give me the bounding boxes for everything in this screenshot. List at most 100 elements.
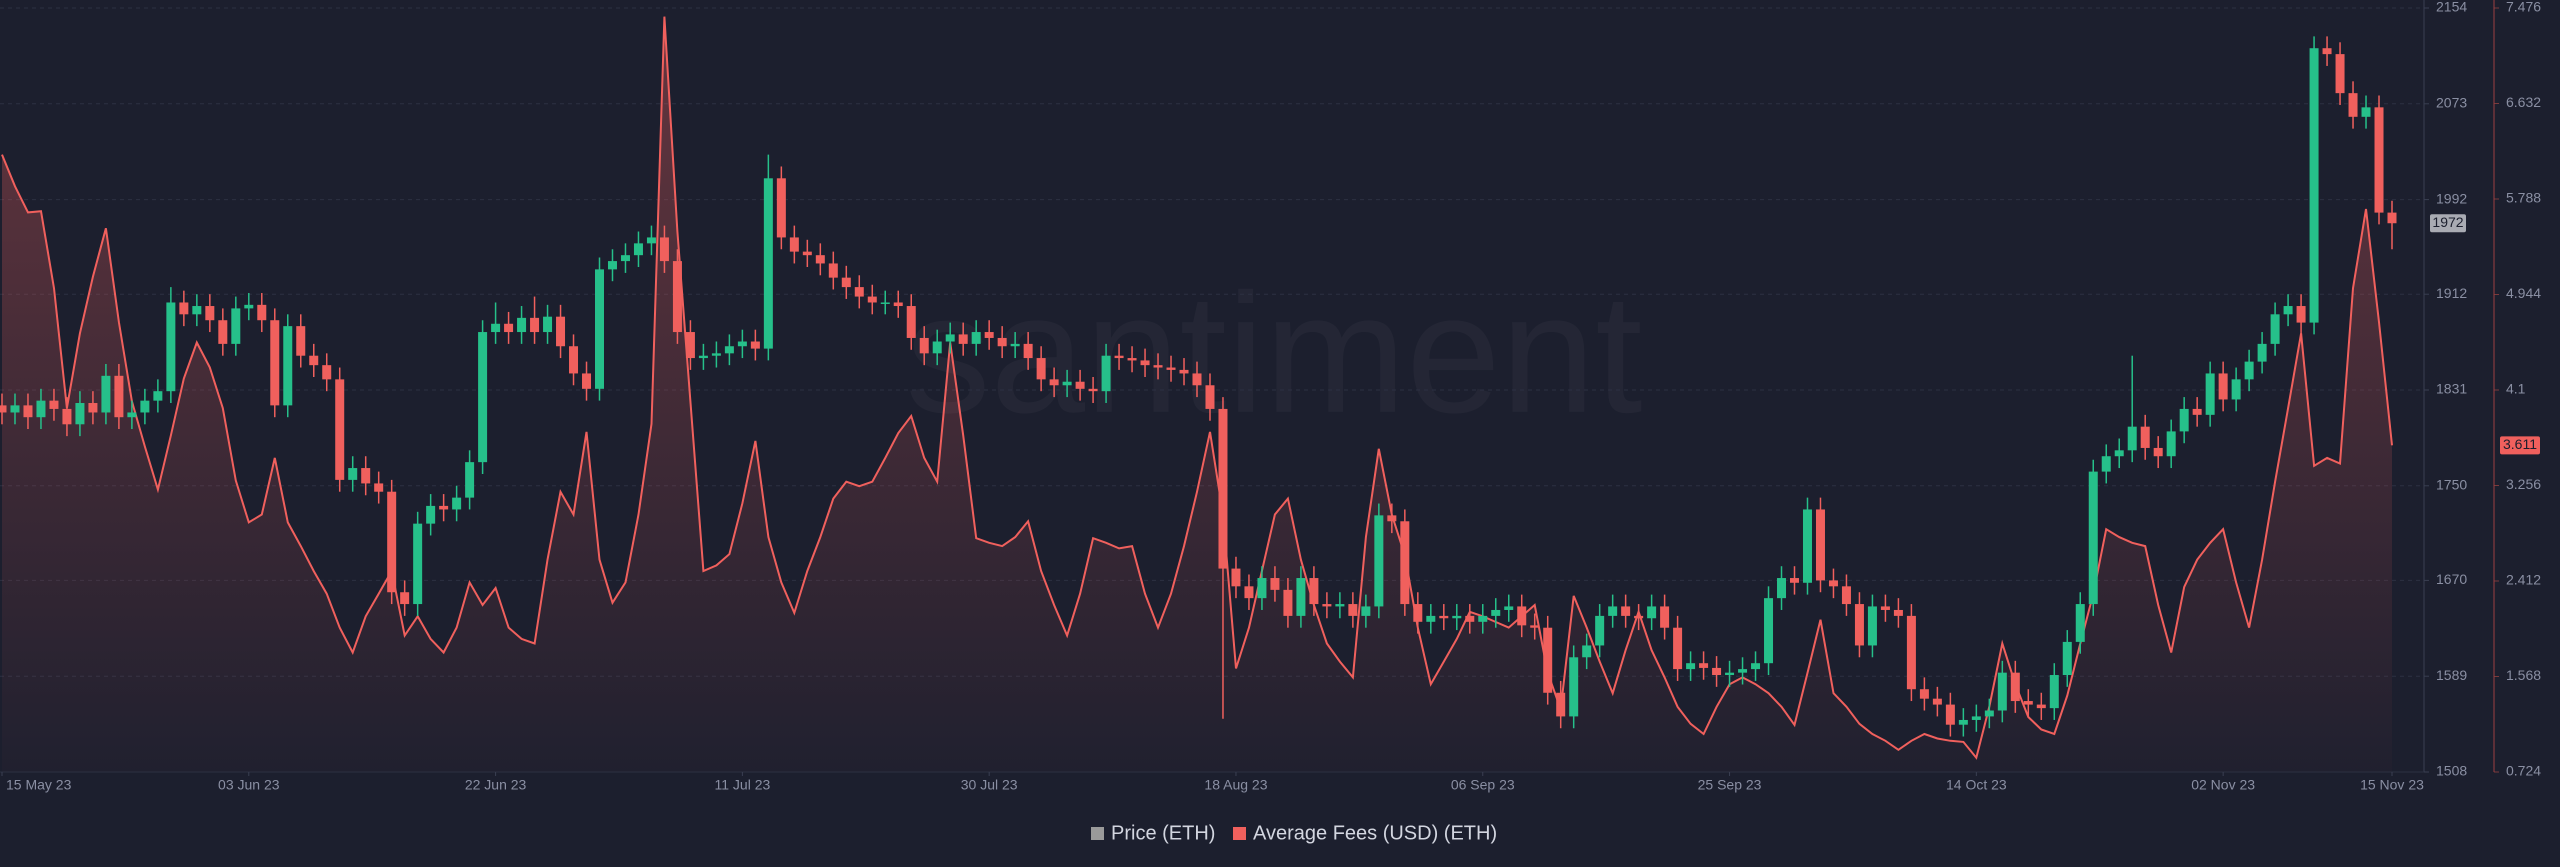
candle-body bbox=[1270, 578, 1280, 590]
candle-body bbox=[1764, 598, 1774, 664]
candle-body bbox=[2374, 107, 2384, 213]
candle-body bbox=[841, 277, 851, 288]
candle-body bbox=[828, 263, 838, 278]
candle-body bbox=[2140, 426, 2150, 448]
candle-body bbox=[1725, 672, 1735, 676]
candle-body bbox=[75, 403, 85, 425]
candle-body bbox=[1504, 606, 1514, 610]
x-tick-label: 11 Jul 23 bbox=[714, 777, 770, 793]
candle-body bbox=[1452, 615, 1462, 619]
y-tick-label: 2073 bbox=[2436, 94, 2467, 110]
candle-body bbox=[1828, 580, 1838, 587]
candle-body bbox=[1244, 586, 1254, 599]
candle-body bbox=[1984, 710, 1994, 717]
candle-body bbox=[1815, 509, 1825, 581]
candle-body bbox=[1945, 704, 1955, 725]
candle-body bbox=[646, 237, 656, 244]
candle-body bbox=[1802, 509, 1812, 583]
candle-body bbox=[1660, 606, 1670, 628]
candle-body bbox=[1062, 381, 1072, 386]
candle-body bbox=[1387, 515, 1397, 522]
candle-body bbox=[1686, 663, 1696, 670]
candle-body bbox=[724, 346, 734, 354]
candle-body bbox=[322, 365, 332, 380]
candle-body bbox=[2309, 48, 2319, 323]
candle-body bbox=[2231, 379, 2241, 400]
candle-body bbox=[1335, 604, 1345, 607]
candle-body bbox=[1465, 615, 1475, 622]
candle-body bbox=[867, 296, 877, 303]
candle-body bbox=[1114, 355, 1124, 359]
y2-tick-label: 7.476 bbox=[2506, 0, 2541, 15]
candle-body bbox=[776, 178, 786, 238]
candle-body bbox=[2361, 107, 2371, 117]
candle-body bbox=[1621, 606, 1631, 616]
x-tick-label: 14 Oct 23 bbox=[1946, 777, 2007, 793]
candle-body bbox=[1400, 521, 1410, 605]
candle-body bbox=[1841, 586, 1851, 605]
candle-body bbox=[10, 405, 20, 413]
candle-body bbox=[1751, 663, 1761, 670]
candle-body bbox=[400, 592, 410, 605]
candle-body bbox=[1322, 604, 1332, 607]
candle-body bbox=[62, 408, 72, 425]
candle-body bbox=[2296, 306, 2306, 323]
candle-body bbox=[1374, 515, 1384, 607]
candle-body bbox=[789, 237, 799, 252]
candle-body bbox=[1296, 578, 1306, 616]
x-tick-label: 25 Sep 23 bbox=[1698, 777, 1762, 793]
candle-body bbox=[491, 323, 501, 333]
candle-body bbox=[932, 341, 942, 354]
axes: 1508 1589 1670 1750 1831 1912 1992 2073 2154 0.72… bbox=[0, 0, 2541, 793]
candle-body bbox=[1569, 657, 1579, 717]
candle-body bbox=[452, 497, 462, 510]
x-tick-label: 02 Nov 23 bbox=[2191, 777, 2255, 793]
candle-body bbox=[0, 405, 7, 413]
candle-body bbox=[556, 316, 566, 347]
y2-tick-label: 0.724 bbox=[2506, 763, 2541, 779]
candle-body bbox=[815, 255, 825, 264]
candle-body bbox=[465, 462, 475, 498]
candle-body bbox=[218, 320, 228, 344]
candle-body bbox=[1919, 689, 1929, 699]
candle-body bbox=[2153, 447, 2163, 457]
y-tick-label: 1750 bbox=[2436, 476, 2467, 492]
candle-body bbox=[283, 326, 293, 406]
candle-body bbox=[1205, 385, 1215, 409]
y-tick-label: 1992 bbox=[2436, 190, 2467, 206]
y-tick-label: 1589 bbox=[2436, 667, 2467, 683]
candle-body bbox=[997, 337, 1007, 347]
candle-body bbox=[607, 261, 617, 270]
x-tick-label: 18 Aug 23 bbox=[1204, 777, 1267, 793]
candle-body bbox=[1491, 609, 1501, 616]
candle-body bbox=[1439, 615, 1449, 619]
y2-tick-label: 2.412 bbox=[2506, 572, 2541, 588]
candle-body bbox=[530, 317, 540, 333]
candle-body bbox=[984, 332, 994, 338]
current-price-label: 1972 bbox=[2432, 214, 2463, 230]
candle-body bbox=[1127, 358, 1137, 361]
candle-body bbox=[1413, 604, 1423, 622]
candle-body bbox=[1231, 568, 1241, 587]
y-tick-label: 1912 bbox=[2436, 285, 2467, 301]
candle-body bbox=[179, 302, 189, 315]
candle-body bbox=[49, 400, 59, 409]
candle-body bbox=[140, 400, 150, 413]
y2-tick-label: 6.632 bbox=[2506, 94, 2541, 110]
y-tick-label: 1670 bbox=[2436, 571, 2467, 587]
candle-body bbox=[750, 341, 760, 349]
candle-body bbox=[1088, 388, 1098, 392]
candle-body bbox=[1738, 669, 1748, 673]
candle-body bbox=[1790, 578, 1799, 583]
candle-body bbox=[672, 261, 682, 333]
candle-body bbox=[1634, 615, 1644, 619]
candle-body bbox=[685, 332, 695, 359]
candle-body bbox=[2387, 212, 2397, 224]
y2-tick-label: 4.944 bbox=[2506, 285, 2541, 301]
candle-body bbox=[439, 505, 449, 510]
candle-body bbox=[2348, 93, 2358, 117]
candle-body bbox=[1880, 606, 1890, 610]
candle-body bbox=[309, 355, 319, 366]
candle-body bbox=[1101, 355, 1111, 392]
y2-tick-label: 5.788 bbox=[2506, 190, 2541, 206]
